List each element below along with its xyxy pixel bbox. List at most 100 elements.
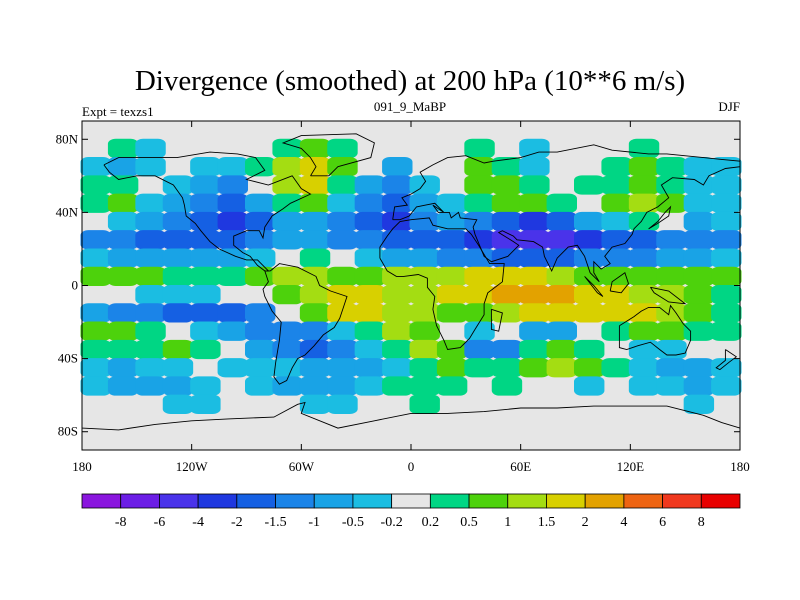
field-cell (272, 285, 303, 305)
field-cell (601, 211, 632, 232)
field-cell (80, 193, 111, 213)
field-cell (80, 376, 111, 396)
colorbar-label: -6 (154, 515, 166, 530)
field-cell (272, 321, 303, 341)
x-tick-label: 60W (289, 459, 315, 474)
field-cell (354, 358, 386, 378)
field-cell (135, 138, 166, 159)
field-cell (601, 303, 632, 323)
field-cell (491, 339, 523, 360)
field-cell (628, 303, 660, 323)
field-cell (574, 175, 605, 195)
field-cell (354, 376, 386, 396)
field-cell (683, 321, 715, 341)
colorbar-label: -4 (192, 515, 204, 530)
field-cell (546, 358, 577, 378)
field-cell (628, 266, 660, 286)
field-cell (464, 339, 495, 360)
coastline (618, 304, 692, 356)
field-cell (299, 303, 331, 323)
field-cell (107, 248, 139, 268)
field-cell (491, 193, 523, 213)
field-cell (190, 266, 221, 286)
field-cell (519, 321, 550, 341)
field-cell (327, 193, 358, 213)
field-cell (272, 193, 303, 213)
coastline (262, 263, 348, 385)
field-cell (190, 285, 221, 305)
field-cell (354, 248, 386, 268)
field-cell (491, 285, 523, 305)
field-cell (217, 211, 248, 232)
field-cell (683, 193, 715, 213)
field-cell (299, 230, 331, 250)
field-cell (382, 303, 413, 323)
colorbar-label: 2 (582, 515, 589, 530)
field-cell (299, 339, 331, 360)
field-cell (162, 175, 194, 195)
field-cell (299, 138, 331, 159)
field-cell (436, 193, 468, 213)
field-cell (162, 376, 194, 396)
field-cell (327, 266, 358, 286)
field-cell (628, 248, 660, 268)
field-cell (190, 339, 221, 360)
field-cell (519, 157, 550, 177)
field-cell (491, 175, 523, 195)
field-cell (80, 321, 111, 341)
coastline (648, 205, 672, 230)
field-cell (464, 248, 495, 268)
field-cell (519, 303, 550, 323)
field-cell (135, 266, 166, 286)
colorbar-label: 0.2 (422, 515, 440, 530)
field-cell (327, 358, 358, 378)
field-cell (107, 138, 139, 159)
field-cell (574, 303, 605, 323)
field-cell (546, 230, 577, 250)
field-cell (546, 193, 577, 213)
field-cell (272, 339, 303, 360)
field-cell (683, 157, 715, 177)
field-cell (436, 248, 468, 268)
field-cell (162, 358, 194, 378)
coastline (584, 276, 604, 297)
field-cell (217, 175, 248, 195)
colorbar-swatch (584, 493, 625, 509)
field-cell (107, 157, 139, 177)
field-cell (382, 339, 413, 360)
field-cell (683, 266, 715, 286)
field-cell (107, 193, 139, 213)
field-cell (628, 321, 660, 341)
colorbar-swatch (623, 493, 663, 509)
coastline (650, 286, 687, 305)
y-tick-label: 80N (56, 131, 79, 146)
field-cell (107, 321, 139, 341)
field-cell (190, 321, 221, 341)
colorbar-swatch (159, 493, 199, 509)
colorbar-label: -1.5 (264, 515, 286, 530)
field-cell (162, 211, 194, 232)
field-cell (217, 157, 248, 177)
field-cell (436, 211, 468, 232)
field-cell (409, 266, 440, 286)
coastline (103, 151, 312, 272)
field-cell (656, 339, 687, 360)
field-cell (80, 248, 111, 268)
field-cell (107, 175, 139, 195)
field-cell (354, 321, 386, 341)
field-cell (601, 358, 632, 378)
field-cell (80, 157, 111, 177)
field-cell (217, 230, 248, 250)
x-axis: 180 120W 60W 0 60E 120E 180 (72, 121, 750, 474)
field-cell (354, 266, 386, 286)
field-cell (464, 358, 495, 378)
field-cell (327, 175, 358, 195)
colorbar-swatch (700, 493, 741, 509)
field-cell (409, 303, 440, 323)
field-cell (574, 230, 605, 250)
field-cell (354, 230, 386, 250)
x-tick-label: 60E (510, 459, 531, 474)
field-cell (299, 358, 331, 378)
colorbar-label: 1 (504, 515, 511, 530)
field-cell (299, 321, 331, 341)
